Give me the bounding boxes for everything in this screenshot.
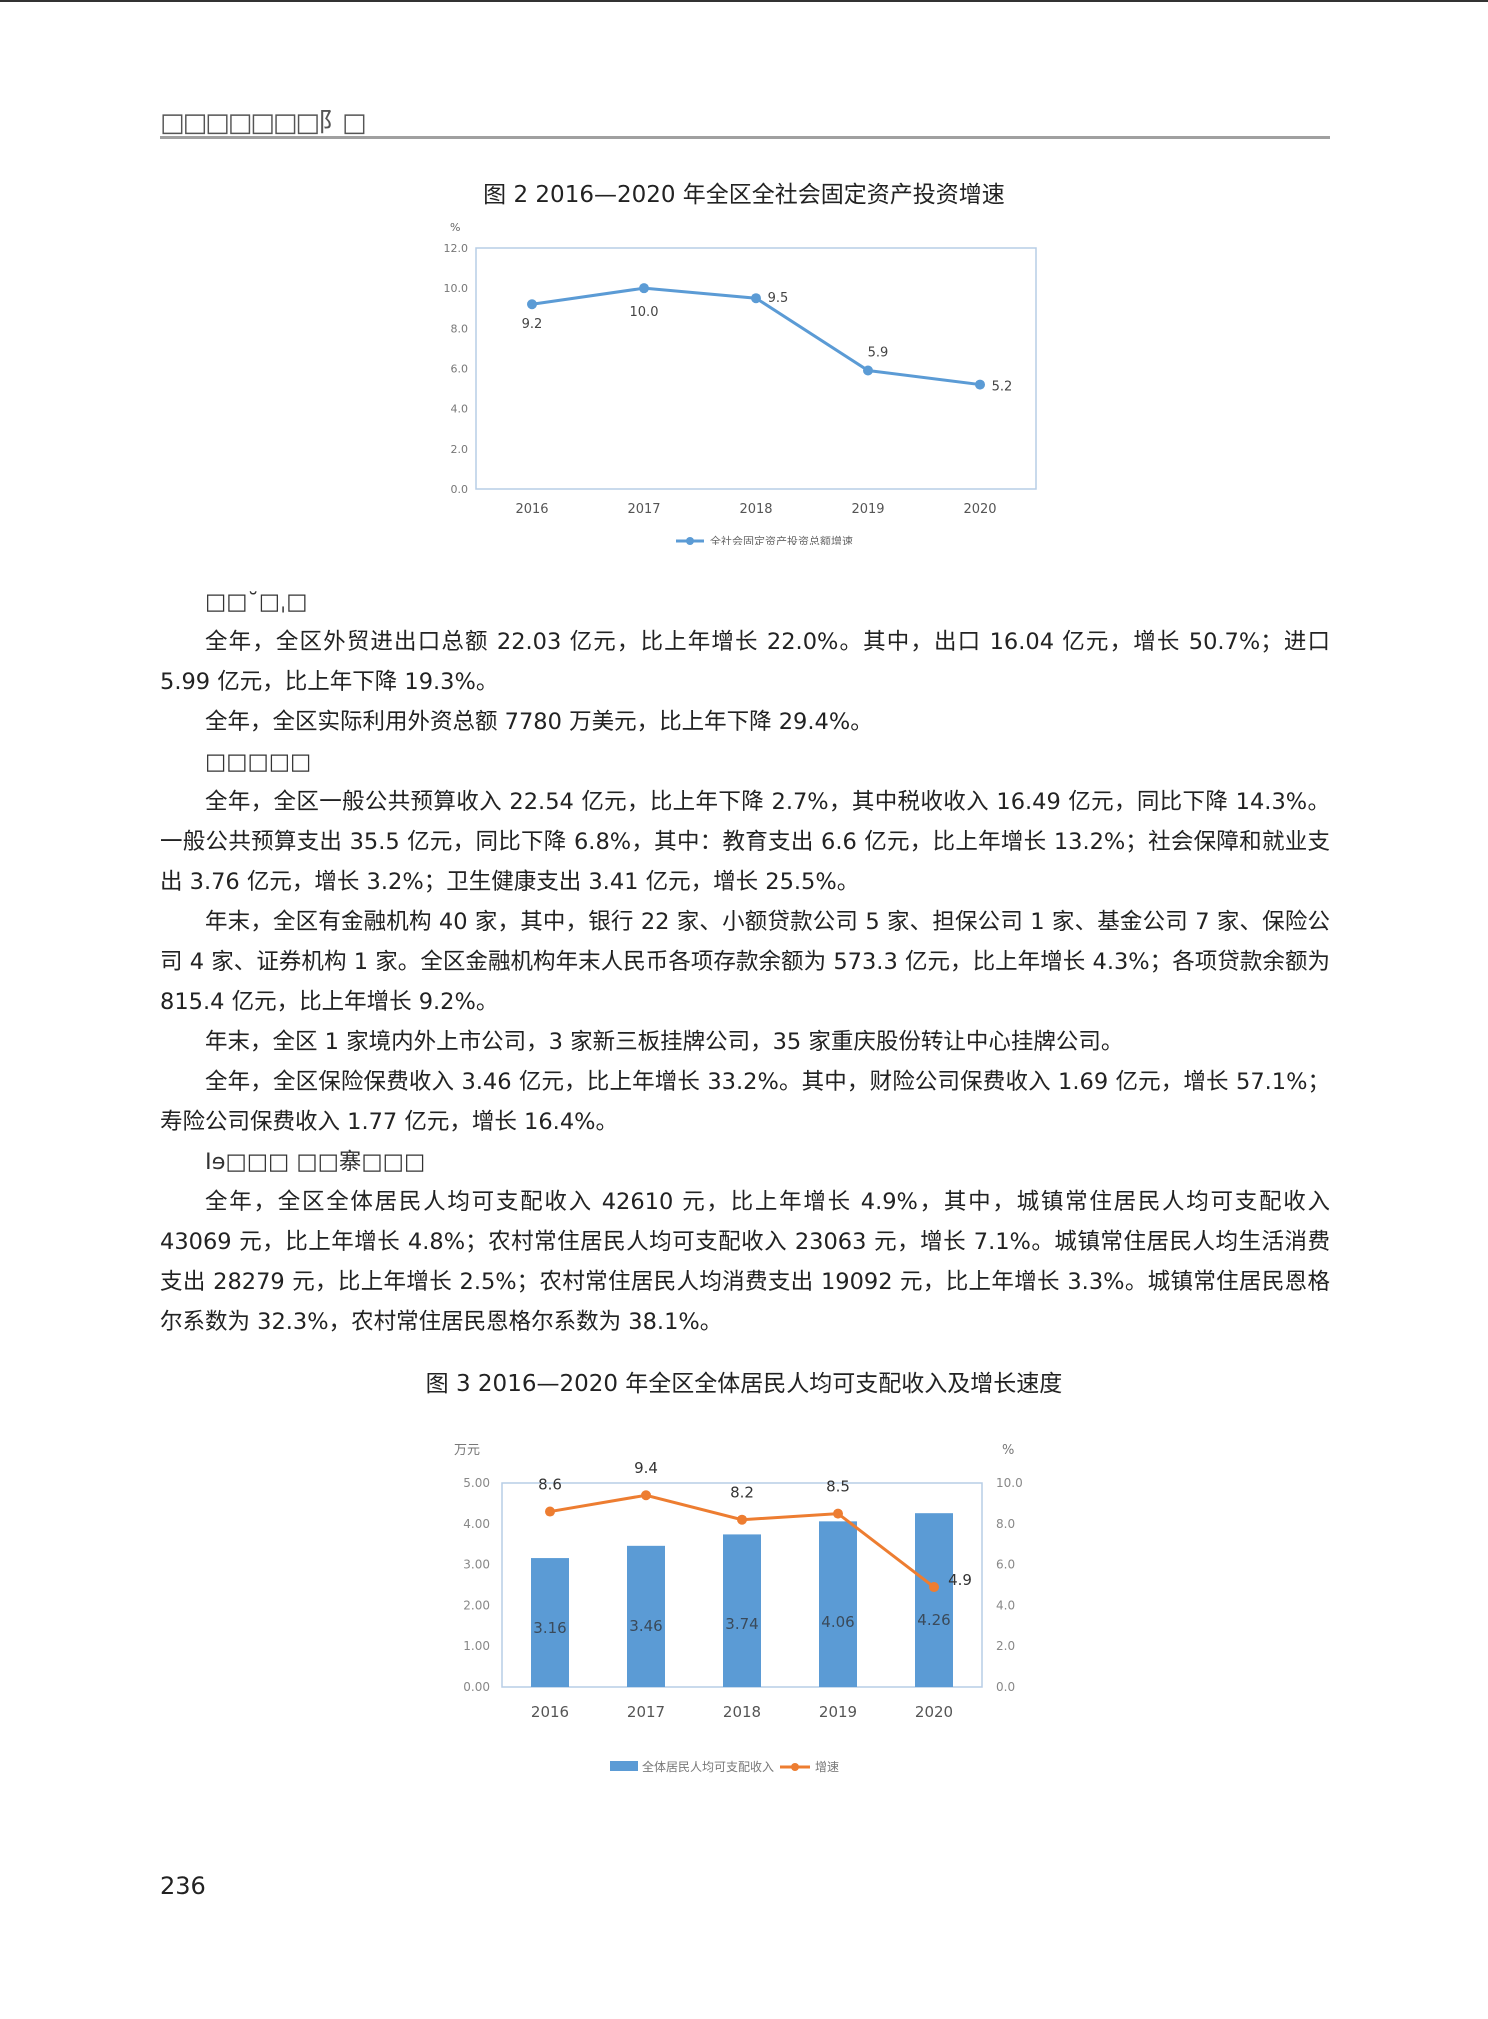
data-label: 8.5 [826, 1478, 850, 1496]
y2-tick-label: 4.0 [996, 1598, 1015, 1612]
x-tick-label: 2016 [515, 502, 548, 517]
x-tick-label: 2019 [851, 502, 884, 517]
x-tick-label: 2020 [915, 1703, 953, 1721]
y-axis-unit: 万元 [454, 1443, 480, 1458]
data-point [545, 1506, 555, 1517]
data-label: 5.2 [992, 380, 1013, 395]
x-tick-label: 2017 [627, 502, 660, 517]
y-tick-label: 12.0 [444, 242, 469, 255]
data-label: 4.9 [948, 1571, 972, 1589]
section-heading: □□□□□ [205, 749, 312, 775]
data-point [975, 379, 985, 390]
y-tick-label: 2.00 [463, 1598, 490, 1612]
y2-tick-label: 10.0 [996, 1476, 1023, 1490]
legend-label: 全社会固定资产投资总额增速 [710, 534, 853, 545]
y-tick-label: 0.00 [463, 1680, 490, 1694]
y-tick-label: 0.0 [451, 483, 469, 496]
bar [627, 1545, 665, 1687]
data-point [639, 283, 649, 294]
figure-2-line-chart: % 0.0 2.0 4.0 6.0 8.0 10.0 12.0 2016 2017 2018 2019… [444, 221, 1037, 545]
plot-area [475, 247, 1037, 490]
y2-tick-label: 6.0 [996, 1558, 1015, 1572]
running-header: □□□□□□□阝□ [160, 108, 367, 138]
paragraph: 年末，全区 1 家境内外上市公司，3 家新三板挂牌公司，35 家重庆股份转让中心… [205, 1029, 1124, 1055]
y2-tick-label: 2.0 [996, 1639, 1015, 1653]
section-trade: □□˘□ˌ□ 全年，全区外贸进出口总额 22.03 亿元，比上年增长 22.0%… [160, 582, 1330, 1342]
bar-label: 3.46 [629, 1617, 662, 1635]
y2-tick-label: 0.0 [996, 1680, 1015, 1694]
paragraph: 全年，全区外贸进出口总额 22.03 亿元，比上年增长 22.0%。其中，出口 … [160, 629, 1330, 695]
data-label: 9.4 [634, 1459, 658, 1477]
legend-marker [791, 1763, 799, 1771]
x-tick-label: 2019 [819, 1703, 857, 1721]
paragraph: 全年，全区保险保费收入 3.46 亿元，比上年增长 33.2%。其中，财险公司保… [160, 1069, 1330, 1135]
bar [819, 1521, 857, 1687]
data-label: 8.2 [730, 1484, 754, 1502]
legend-label: 增速 [815, 1760, 839, 1774]
data-point [833, 1508, 843, 1519]
paragraph: 全年，全区全体居民人均可支配收入 42610 元，比上年增长 4.9%，其中，城… [160, 1189, 1330, 1335]
y-tick-label: 10.0 [444, 282, 469, 295]
figure-3-bar-line-chart: 万元 % 0.00 1.00 2.00 3.00 4.00 5.00 0.0 2.0 4.0 6.0 8… [454, 1443, 1023, 1774]
y2-tick-label: 8.0 [996, 1517, 1015, 1531]
y2-axis-unit: % [1002, 1443, 1014, 1458]
x-tick-label: 2018 [739, 502, 772, 517]
data-label: 9.2 [522, 317, 543, 332]
y-tick-label: 1.00 [463, 1639, 490, 1653]
legend-label: 全体居民人均可支配收入 [642, 1759, 774, 1774]
y-tick-label: 6.0 [451, 363, 469, 376]
x-tick-label: 2020 [963, 502, 996, 517]
bar [531, 1558, 569, 1687]
bar-label: 4.26 [917, 1611, 950, 1629]
data-point [929, 1582, 939, 1593]
data-label: 9.5 [768, 291, 789, 306]
data-label: 8.6 [538, 1476, 562, 1494]
top-border [0, 0, 1488, 2]
data-point [751, 293, 761, 304]
paragraph: 全年，全区一般公共预算收入 22.54 亿元，比上年下降 2.7%，其中税收收入… [160, 789, 1330, 895]
y-tick-label: 2.0 [451, 443, 469, 456]
bar [915, 1513, 953, 1687]
y-tick-label: 4.0 [451, 403, 469, 416]
data-point [527, 299, 537, 310]
data-point [863, 365, 873, 376]
y-tick-label: 3.00 [463, 1558, 490, 1572]
legend-marker [686, 537, 694, 545]
figure-3-title: 图 3 2016—2020 年全区全体居民人均可支配收入及增长速度 [425, 1371, 1063, 1397]
paragraph: 年末，全区有金融机构 40 家，其中，银行 22 家、小额贷款公司 5 家、担保… [160, 909, 1330, 1015]
x-tick-label: 2018 [723, 1703, 761, 1721]
section-heading: □□˘□ˌ□ [205, 589, 308, 615]
bar-label: 4.06 [821, 1613, 854, 1631]
y-axis-unit: % [450, 221, 460, 234]
figure-2-title: 图 2 2016—2020 年全区全社会固定资产投资增速 [483, 182, 1005, 208]
y-tick-label: 5.00 [463, 1476, 490, 1490]
data-label: 5.9 [868, 346, 889, 361]
header-rule [160, 136, 1330, 139]
y-tick-label: 4.00 [463, 1517, 490, 1531]
data-label: 10.0 [630, 305, 659, 320]
data-point [737, 1514, 747, 1525]
bar-label: 3.74 [725, 1615, 758, 1633]
x-tick-label: 2017 [627, 1703, 665, 1721]
bar-label: 3.16 [533, 1619, 566, 1637]
page-number: 236 [160, 1872, 206, 1900]
bar [723, 1534, 761, 1687]
paragraph: 全年，全区实际利用外资总额 7780 万美元，比上年下降 29.4%。 [205, 709, 873, 735]
y-tick-label: 8.0 [451, 322, 469, 335]
legend-swatch [610, 1761, 638, 1771]
data-point [641, 1490, 651, 1501]
x-tick-label: 2016 [531, 1703, 569, 1721]
section-heading: Ⅰɘ□□□ □□寨□□□ [205, 1149, 426, 1175]
